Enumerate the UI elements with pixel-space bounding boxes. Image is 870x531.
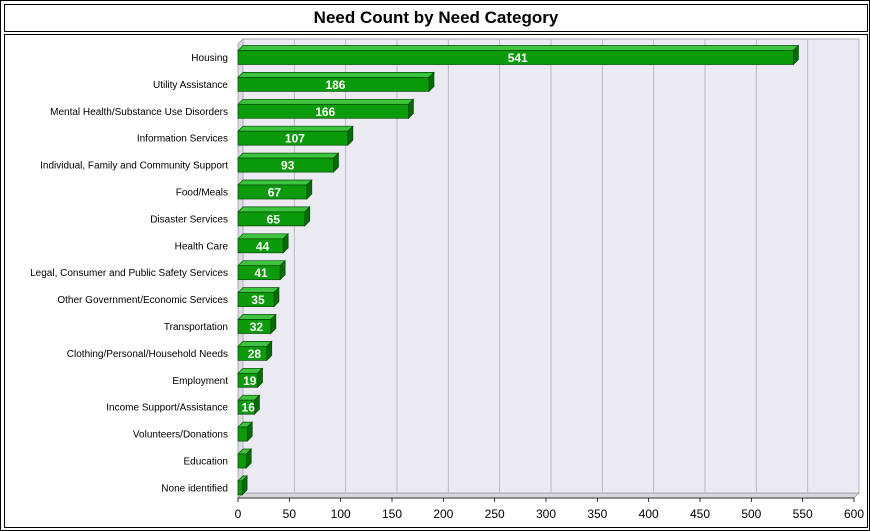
bar bbox=[237, 206, 311, 227]
bar-top-face bbox=[237, 233, 290, 240]
category-label: Volunteers/Donations bbox=[133, 430, 228, 441]
category-label: Utility Assistance bbox=[153, 80, 228, 91]
category-label: Food/Meals bbox=[176, 188, 228, 199]
category-label: Individual, Family and Community Support bbox=[40, 161, 228, 172]
bar-top-face bbox=[237, 260, 286, 267]
bar-top-face bbox=[237, 206, 311, 213]
bar-chart: 0 50 100 150 200 250 300 350 400 450 500 550 600 Hous… bbox=[30, 38, 864, 521]
category-label: Transportation bbox=[164, 322, 228, 333]
bar-front-face bbox=[237, 50, 794, 65]
bar-front-face bbox=[237, 319, 272, 334]
category-label: Other Government/Economic Services bbox=[57, 295, 228, 306]
bar-front-face bbox=[237, 184, 308, 200]
data-label: 186 bbox=[325, 78, 345, 92]
bar-front-face bbox=[237, 211, 306, 227]
bar-front-face bbox=[237, 265, 281, 281]
category-label: Mental Health/Substance Use Disorders bbox=[50, 107, 228, 118]
x-tick-label: 500 bbox=[741, 507, 761, 521]
x-tick-label: 400 bbox=[639, 507, 659, 521]
bar bbox=[237, 232, 290, 254]
data-label: 41 bbox=[254, 266, 268, 280]
category-label: Income Support/Assistance bbox=[106, 403, 228, 414]
category-label: Disaster Services bbox=[150, 214, 228, 225]
bar-top-face bbox=[237, 314, 277, 320]
bar-front-face bbox=[237, 480, 243, 496]
x-tick-label: 550 bbox=[793, 507, 813, 521]
bar bbox=[237, 313, 277, 335]
data-label: 35 bbox=[251, 293, 265, 307]
bar-top-face bbox=[237, 45, 800, 51]
bar bbox=[237, 44, 800, 66]
bar-top-face bbox=[237, 152, 340, 159]
x-tick-label: 50 bbox=[283, 507, 297, 521]
bar-top-face bbox=[237, 125, 354, 132]
chart-box: 0 50 100 150 200 250 300 350 400 450 500 550 600 Hous… bbox=[4, 34, 868, 528]
bar-front-face bbox=[237, 130, 349, 146]
bar bbox=[237, 98, 415, 120]
bar bbox=[237, 259, 286, 281]
category-label: Legal, Consumer and Public Safety Servic… bbox=[30, 268, 228, 279]
bar bbox=[237, 179, 313, 200]
bar bbox=[237, 421, 254, 442]
bar-top-face bbox=[237, 179, 313, 186]
data-label: 107 bbox=[285, 132, 305, 146]
bar-front-face bbox=[237, 292, 275, 307]
bar-top-face bbox=[237, 287, 280, 293]
x-tick-label: 600 bbox=[844, 507, 864, 521]
bar bbox=[237, 286, 280, 308]
data-label: 44 bbox=[256, 239, 270, 253]
x-tick-label: 250 bbox=[485, 507, 505, 521]
category-label: Health Care bbox=[175, 241, 229, 252]
data-label: 541 bbox=[508, 51, 528, 65]
bar bbox=[237, 340, 273, 362]
bar bbox=[237, 475, 248, 496]
bar bbox=[237, 125, 354, 147]
bar-front-face bbox=[237, 372, 258, 388]
category-label: Employment bbox=[172, 376, 228, 387]
category-label: Housing bbox=[191, 53, 228, 64]
bar-front-face bbox=[237, 346, 268, 361]
bar-top-face bbox=[237, 72, 435, 78]
category-label: None identified bbox=[161, 483, 228, 494]
bar bbox=[237, 448, 253, 469]
x-tick-label: 100 bbox=[331, 507, 351, 521]
data-label: 93 bbox=[281, 159, 295, 173]
x-tick-label: 200 bbox=[433, 507, 453, 521]
data-label: 19 bbox=[243, 374, 257, 388]
bar bbox=[237, 394, 261, 416]
bar-front-face bbox=[237, 238, 284, 254]
bar-front-face bbox=[237, 426, 248, 442]
data-label: 166 bbox=[315, 105, 335, 119]
x-tick-label: 0 bbox=[235, 507, 242, 521]
data-label: 32 bbox=[250, 320, 264, 334]
x-tick-label: 350 bbox=[587, 507, 607, 521]
bar-front-face bbox=[237, 399, 255, 415]
category-label: Education bbox=[184, 457, 228, 468]
category-label: Information Services bbox=[137, 134, 228, 145]
bar-front-face bbox=[237, 453, 247, 469]
data-label: 65 bbox=[267, 212, 281, 226]
bar-top-face bbox=[237, 341, 273, 347]
title-box: Need Count by Need Category bbox=[4, 4, 868, 32]
chart-title: Need Count by Need Category bbox=[313, 8, 559, 27]
bar-top-face bbox=[237, 98, 415, 105]
bar bbox=[237, 71, 435, 93]
x-tick-label: 150 bbox=[382, 507, 402, 521]
bar-front-face bbox=[237, 103, 409, 119]
x-tick-label: 450 bbox=[690, 507, 710, 521]
x-tick-label: 300 bbox=[536, 507, 556, 521]
plot-floor bbox=[237, 492, 860, 499]
data-label: 67 bbox=[268, 186, 282, 200]
category-label: Clothing/Personal/Household Needs bbox=[67, 349, 228, 360]
bar-front-face bbox=[237, 77, 430, 92]
data-label: 16 bbox=[242, 401, 256, 415]
data-label: 28 bbox=[248, 347, 262, 361]
bar-front-face bbox=[237, 157, 334, 173]
bar bbox=[237, 367, 264, 389]
bar bbox=[237, 152, 340, 173]
